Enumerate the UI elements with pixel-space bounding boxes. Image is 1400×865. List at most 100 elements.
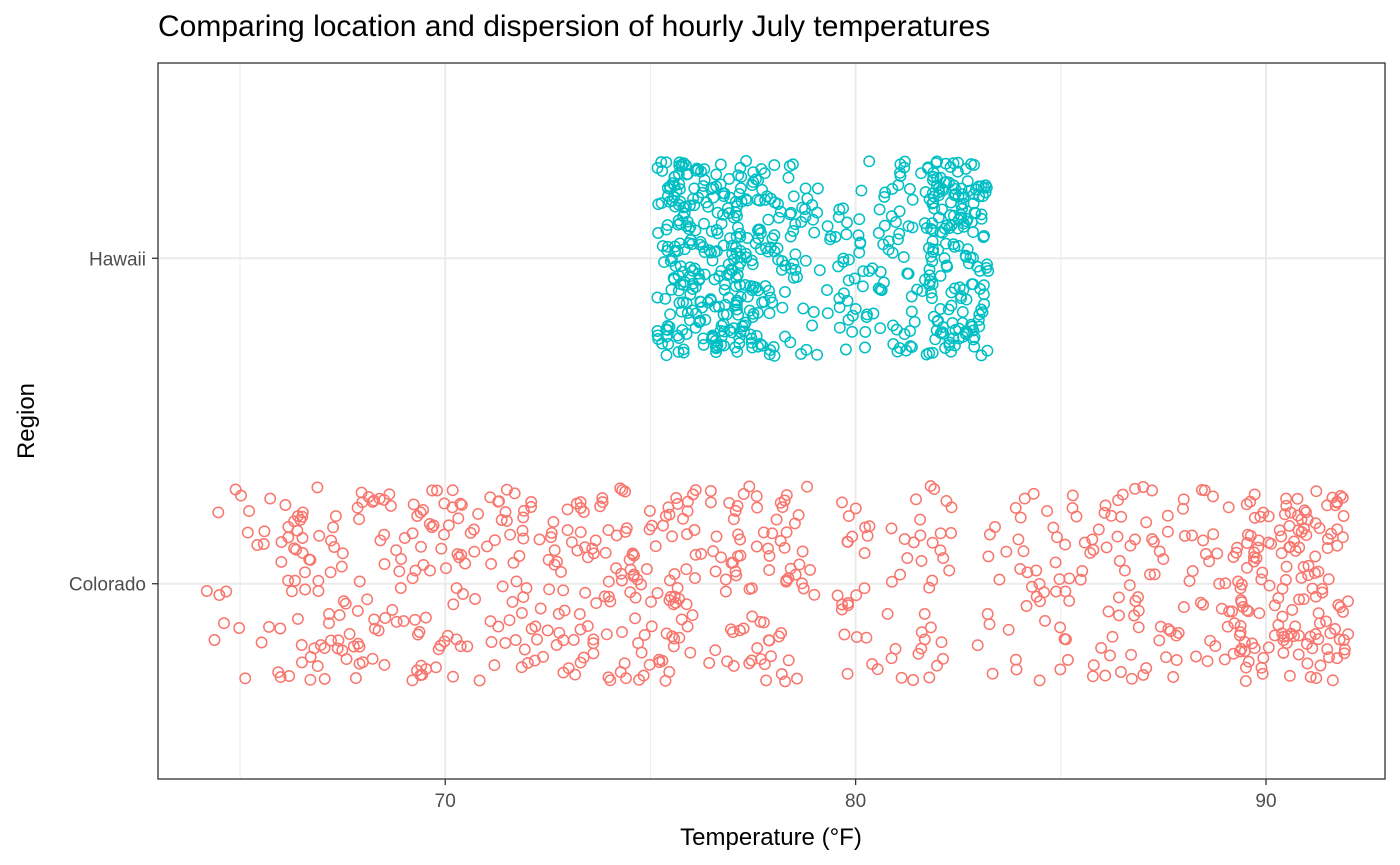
data-point-hawaii (955, 292, 967, 305)
grid-lines (158, 63, 1385, 779)
y-tick-label: Colorado (69, 575, 146, 596)
data-point-hawaii (948, 282, 961, 295)
data-point-colorado (295, 639, 308, 651)
data-point-hawaii (723, 324, 736, 337)
data-point-colorado (1207, 490, 1219, 503)
data-point-colorado (208, 634, 221, 646)
data-point-colorado (643, 523, 656, 536)
data-point-colorado (610, 529, 623, 542)
data-point-colorado (484, 615, 497, 628)
data-point-hawaii (799, 210, 812, 223)
data-point-colorado (732, 528, 744, 541)
data-point-colorado (604, 674, 617, 687)
data-point-colorado (789, 568, 802, 581)
data-point-hawaii (846, 325, 859, 338)
data-point-colorado (695, 547, 708, 560)
data-point-colorado (1273, 524, 1286, 537)
data-point-colorado (1238, 645, 1251, 658)
data-point-hawaii (728, 253, 740, 266)
data-point-colorado (561, 524, 574, 537)
data-point-colorado (1246, 637, 1259, 650)
data-point-hawaii (692, 267, 705, 280)
data-point-colorado (1104, 649, 1116, 662)
data-point-hawaii (696, 301, 709, 314)
data-point-colorado (901, 552, 914, 565)
data-point-colorado (299, 583, 312, 596)
data-point-hawaii (723, 267, 736, 280)
data-point-hawaii (697, 180, 710, 193)
data-point-colorado (1099, 499, 1112, 512)
data-point-hawaii (874, 265, 887, 278)
data-point-hawaii (807, 213, 819, 226)
data-point-hawaii (711, 227, 724, 240)
data-point-colorado (796, 545, 809, 558)
data-point-colorado (1255, 573, 1268, 586)
data-point-colorado (754, 615, 767, 628)
data-point-colorado (731, 500, 744, 512)
data-point-colorado (719, 573, 732, 586)
data-point-hawaii (936, 203, 948, 216)
data-point-colorado (251, 539, 264, 551)
data-point-hawaii (734, 230, 747, 243)
data-point-colorado (689, 548, 702, 561)
data-point-colorado (1309, 550, 1322, 563)
data-point-hawaii (938, 252, 951, 265)
data-point-colorado (343, 628, 356, 640)
data-point-colorado (1178, 529, 1191, 542)
data-point-hawaii (799, 182, 812, 195)
data-point-colorado (778, 541, 791, 554)
data-point-colorado (291, 612, 304, 625)
data-point-colorado (675, 613, 688, 626)
data-point-colorado (600, 628, 613, 641)
data-point-colorado (525, 501, 538, 513)
data-point-hawaii (930, 324, 943, 337)
data-point-hawaii (684, 288, 697, 301)
data-point-hawaii (745, 336, 758, 349)
data-point-hawaii (731, 345, 744, 358)
data-point-hawaii (740, 155, 753, 167)
data-point-colorado (1275, 530, 1288, 543)
data-point-colorado (312, 585, 325, 597)
data-point-colorado (438, 497, 451, 510)
data-point-colorado (1211, 547, 1224, 560)
data-point-colorado (912, 647, 925, 660)
data-point-colorado (587, 633, 600, 646)
data-point-colorado (1239, 675, 1252, 688)
data-point-colorado (1232, 575, 1245, 588)
data-point-hawaii (967, 226, 980, 239)
data-point-colorado (765, 650, 777, 663)
data-point-hawaii (702, 200, 715, 213)
data-point-hawaii (754, 243, 767, 256)
data-point-colorado (296, 532, 309, 544)
data-point-colorado (1086, 670, 1099, 683)
data-point-colorado (885, 522, 898, 535)
data-point-hawaii (764, 344, 777, 357)
data-point-hawaii (763, 348, 776, 361)
data-point-colorado (1114, 666, 1127, 678)
data-point-colorado (581, 620, 594, 633)
data-point-colorado (1272, 619, 1285, 631)
data-point-hawaii (821, 284, 833, 297)
data-point-hawaii (945, 196, 957, 209)
data-point-hawaii (975, 208, 988, 221)
data-point-colorado (419, 611, 432, 624)
data-point-colorado (723, 496, 736, 509)
data-point-hawaii (856, 280, 869, 293)
data-point-hawaii (905, 290, 918, 303)
data-point-hawaii (948, 240, 961, 253)
data-point-colorado (1320, 615, 1333, 628)
data-point-colorado (398, 532, 411, 544)
data-point-hawaii (661, 219, 674, 232)
data-point-colorado (703, 657, 716, 669)
data-point-colorado (616, 626, 628, 639)
data-point-colorado (680, 563, 693, 576)
data-point-colorado (263, 620, 275, 633)
data-point-colorado (1201, 655, 1214, 668)
data-point-hawaii (813, 264, 826, 277)
data-point-colorado (707, 545, 720, 558)
data-point-hawaii (727, 211, 740, 224)
data-point-colorado (574, 502, 587, 514)
data-point-hawaii (976, 306, 989, 319)
data-point-colorado (424, 564, 436, 577)
data-point-hawaii (741, 290, 754, 303)
